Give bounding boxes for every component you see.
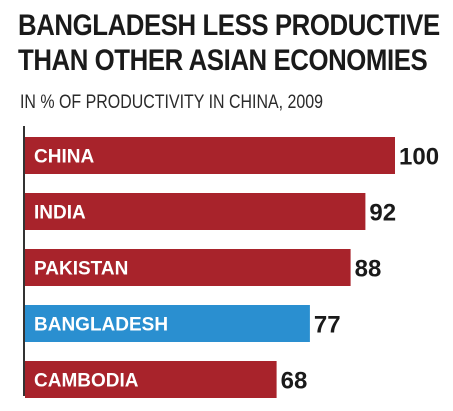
bar-bangladesh (25, 305, 310, 342)
bar-label-bangladesh: BANGLADESH (34, 315, 168, 336)
value-label-pakistan: 88 (355, 256, 382, 283)
bar-label-china: CHINA (34, 147, 94, 168)
value-label-bangladesh: 77 (314, 312, 341, 339)
chart-title-line-2: THAN OTHER ASIAN ECONOMIES (18, 44, 428, 77)
bar-label-cambodia: CAMBODIA (34, 371, 139, 392)
chart-title-line-1: BANGLADESH LESS PRODUCTIVE (18, 9, 440, 42)
value-label-india: 92 (369, 200, 396, 227)
chart-title: BANGLADESH LESS PRODUCTIVE THAN OTHER AS… (18, 8, 440, 78)
value-label-china: 100 (399, 144, 439, 171)
bar-label-pakistan: PAKISTAN (34, 259, 128, 280)
bar-label-india: INDIA (34, 203, 86, 224)
bar-india (25, 193, 366, 230)
value-label-cambodia: 68 (281, 368, 308, 395)
bar-pakistan (25, 249, 351, 286)
bars-layer: CHINA 100 INDIA 92 PAKISTAN 88 BANGLADESH 77 CAM… (25, 137, 439, 398)
bar-china (25, 137, 395, 174)
chart-subtitle: IN % OF PRODUCTIVITY IN CHINA, 2009 (20, 92, 324, 113)
bar-cambodia (25, 361, 277, 398)
